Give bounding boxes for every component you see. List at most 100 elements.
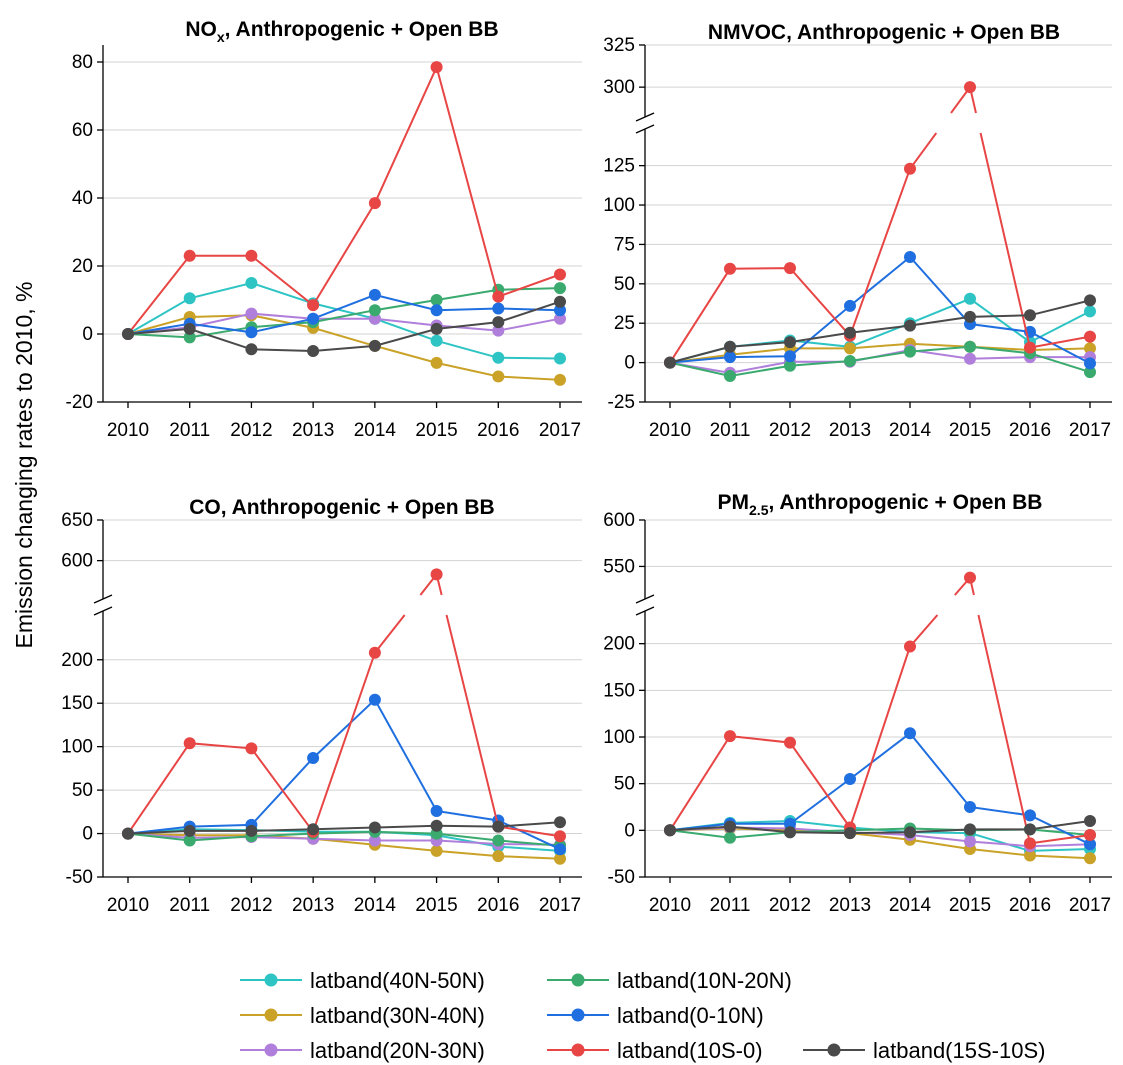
x-tick-label: 2013 [829, 895, 871, 916]
line-break-gap [971, 594, 981, 616]
data-point [307, 345, 320, 357]
data-point [964, 801, 976, 813]
data-point [724, 370, 736, 382]
data-point [492, 820, 505, 833]
data-point [492, 324, 505, 337]
data-point [904, 727, 916, 740]
data-point [492, 834, 505, 847]
x-tick-label: 2011 [710, 420, 751, 441]
series-line [669, 820, 1091, 835]
data-point [368, 197, 381, 210]
data-point [664, 356, 676, 369]
legend-marker [571, 1008, 585, 1022]
data-point [1084, 852, 1096, 865]
data-point [183, 834, 196, 847]
legend-label: latband(15S-10S) [873, 1038, 1045, 1063]
data-point [784, 350, 796, 363]
data-point [1084, 294, 1096, 307]
legend-marker [264, 973, 278, 987]
legend-item: latband(0-10N) [547, 1003, 764, 1028]
x-tick-label: 2017 [1069, 895, 1111, 916]
data-point [430, 805, 443, 817]
series-line [669, 299, 1091, 364]
data-point [784, 736, 796, 749]
y-tick-label: 0 [624, 353, 635, 374]
y-tick-label: 50 [614, 774, 635, 795]
data-point [307, 823, 320, 836]
series-line [127, 698, 561, 851]
x-tick-label: 2015 [415, 420, 457, 441]
x-tick-label: 2014 [354, 895, 397, 916]
series-line [127, 64, 561, 335]
data-point [1084, 829, 1096, 841]
y-tick-label: 0 [624, 820, 635, 841]
data-point [1024, 309, 1036, 322]
panel-title: CO, Anthropogenic + Open BB [189, 496, 494, 519]
y-tick-label: 50 [614, 274, 635, 295]
y-tick-label: 300 [603, 77, 635, 98]
data-point [554, 295, 566, 308]
data-point [430, 819, 443, 832]
data-point [430, 568, 443, 581]
x-tick-label: 2011 [169, 420, 210, 441]
x-tick-label: 2015 [415, 895, 457, 916]
data-point [724, 351, 736, 364]
data-point [492, 302, 505, 315]
y-tick-label: -50 [608, 867, 635, 888]
y-tick-label: 60 [72, 120, 93, 141]
data-point [368, 646, 381, 659]
data-point [844, 827, 856, 840]
data-point [183, 322, 196, 335]
series-line [127, 832, 561, 846]
legend: latband(40N-50N) latband(10N-20N) latband(… [240, 968, 1045, 1063]
line-break-gap [402, 593, 423, 617]
data-point [554, 373, 566, 386]
data-point [554, 268, 566, 281]
y-tick-label: 200 [61, 650, 93, 671]
data-point [430, 304, 443, 317]
data-point [964, 310, 976, 323]
series-latband(15S-10S) [122, 295, 566, 357]
series-line [127, 281, 561, 360]
data-point [784, 359, 796, 372]
data-point [1084, 305, 1096, 318]
x-tick-label: 2015 [949, 895, 991, 916]
charts: -20 0 20 40 60 80 2010 2011 2012 2013 2014 2015 2016… [61, 18, 1112, 916]
data-point [964, 835, 976, 848]
data-point [245, 343, 258, 356]
data-point [430, 61, 443, 74]
data-point [724, 831, 736, 844]
chart-panel-3: -50 0 50 100 150 200 600 650 2010 2011 2012 2013 201… [61, 496, 582, 916]
data-point [1084, 342, 1096, 355]
data-point [724, 820, 736, 833]
axis-break-mark [93, 594, 113, 604]
data-point [784, 817, 796, 830]
data-point [245, 742, 258, 755]
data-point [784, 826, 796, 839]
x-tick-label: 2010 [107, 420, 149, 441]
series-line [127, 572, 561, 838]
data-point [964, 81, 976, 94]
data-point [784, 336, 796, 349]
x-tick-label: 2014 [889, 420, 932, 441]
series-line [669, 345, 1091, 378]
series-line [127, 300, 561, 353]
data-point [964, 352, 976, 365]
legend-marker [264, 1043, 278, 1057]
series-line [127, 830, 561, 847]
y-tick-label: 600 [603, 510, 635, 531]
data-point [430, 294, 443, 306]
data-point [554, 352, 566, 365]
data-point [183, 331, 196, 344]
data-point [368, 693, 381, 706]
line-break-gap [935, 593, 957, 617]
line-break-gap [973, 112, 983, 134]
legend-marker [571, 1043, 585, 1057]
data-point [784, 262, 796, 275]
data-point [904, 251, 916, 263]
axis-break-mark [635, 112, 655, 122]
legend-label: latband(0-10N) [617, 1003, 764, 1028]
y-tick-label: 25 [614, 313, 635, 334]
data-point [554, 843, 566, 856]
